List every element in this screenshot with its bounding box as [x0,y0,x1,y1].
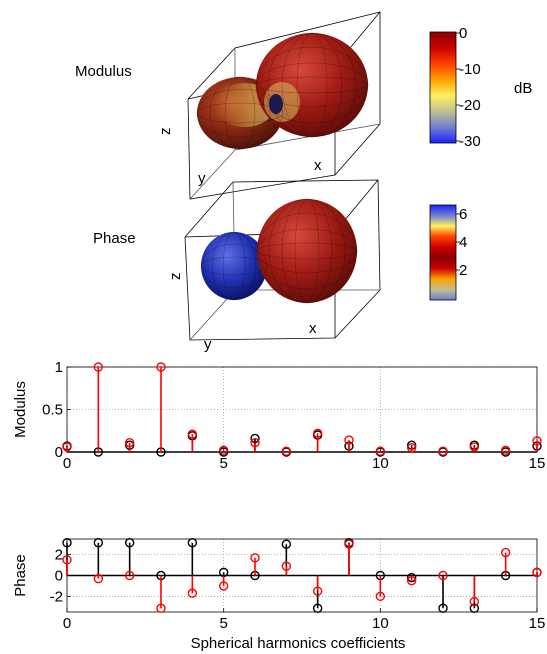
stem-marker [93,362,104,372]
stem-marker [532,567,542,578]
stem-marker [438,603,448,613]
stem-marker [500,547,511,558]
x-tick-label: 0 [63,455,71,472]
stem-marker [124,437,135,448]
series-red [62,362,542,456]
phase-mesh [200,198,358,304]
stem-marker [375,446,386,456]
stem-marker [344,539,354,549]
y-axis-label: Phase [12,554,29,597]
stem-marker [187,538,198,548]
stem-marker [469,603,480,613]
modulus-colorbar [429,31,457,144]
modulus-3d-panel: Modulus z y x 0 -10 -20 -30 dB [75,11,532,200]
phase-large-lobe [257,199,357,303]
stem-marker [187,429,198,439]
phase-small-lobe [201,232,267,300]
phase-z-label: z [167,273,184,281]
stem-marker [250,437,260,448]
x-tick-label: 15 [529,615,546,632]
y-tick-label: 0 [55,444,63,461]
x-tick-label: 15 [529,455,546,472]
stem-marker [281,446,292,456]
phase-colorbar-ticks: 6 4 2 [456,206,467,279]
x-tick-label: 10 [372,615,389,632]
stem-marker [438,446,448,456]
modulus-y-label: y [198,170,206,187]
modulus-mesh [196,32,369,150]
stem-marker [250,433,260,444]
stem-marker [375,591,386,602]
colorbar-tick-label: -10 [459,61,481,78]
y-tick-label: 1 [55,359,63,376]
y-tick-label: 0 [55,568,63,585]
phase-3d-panel: Phase z y x 6 4 2 [93,179,467,353]
stem-marker [93,538,104,548]
colorbar-tick-label: 4 [459,234,467,251]
stem-marker [312,603,323,613]
series-red [62,539,542,613]
stem-marker [156,603,166,613]
y-tick-label: 2 [55,547,63,564]
stem-marker [469,442,480,452]
x-tick-label: 10 [372,455,389,472]
stem-marker [62,555,72,565]
stem-marker [62,538,72,548]
stem-marker [156,362,166,372]
phase-colorbar [429,204,457,301]
stem-marker [218,445,229,455]
stem-marker [93,573,104,584]
stem-marker [406,576,417,586]
stem-marker [62,442,72,452]
stem-marker [344,435,354,445]
modulus-colorbar-unit: dB [514,80,532,97]
y-tick-label: -2 [50,588,63,605]
x-tick-label: 0 [63,615,71,632]
y-tick-label: 0.5 [42,402,63,419]
y-axis-label: Modulus [12,381,29,438]
modulus-z-label: z [157,128,174,136]
phase-y-label: y [204,336,212,353]
x-tick-label: 5 [219,455,227,472]
stem-marker [124,570,135,581]
stem-marker [532,436,542,446]
stem-marker [218,581,229,591]
stem-marker [438,570,448,581]
colorbar-tick-label: -20 [459,97,481,114]
stem-marker [281,561,292,571]
colorbar-tick-label: -30 [459,133,481,150]
grid-lines [66,366,538,453]
stem-marker [469,596,480,607]
phase-3d-label: Phase [93,230,136,247]
stem-marker [312,428,323,438]
colorbar-tick-label: 2 [459,262,467,279]
modulus-stem-plot: 0 5 10 15 0 0.5 1 Modulus [12,359,545,472]
stem-marker [124,538,135,548]
stem-marker [281,539,292,549]
modulus-3d-label: Modulus [75,63,132,80]
stem-marker [500,445,511,455]
stem-marker [406,443,417,453]
modulus-colorbar-ticks: 0 -10 -20 -30 [456,25,481,150]
stem-marker [187,588,198,598]
x-tick-label: 5 [219,615,227,632]
colorbar-tick-label: 0 [459,25,467,42]
stem-marker [250,553,260,563]
phase-x-label: x [309,320,317,337]
colorbar-tick-label: 6 [459,206,467,223]
stem-marker [406,572,417,583]
x-axis-label: Spherical harmonics coefficients [191,635,406,652]
stem-marker [312,586,323,596]
modulus-x-label: x [314,157,322,174]
